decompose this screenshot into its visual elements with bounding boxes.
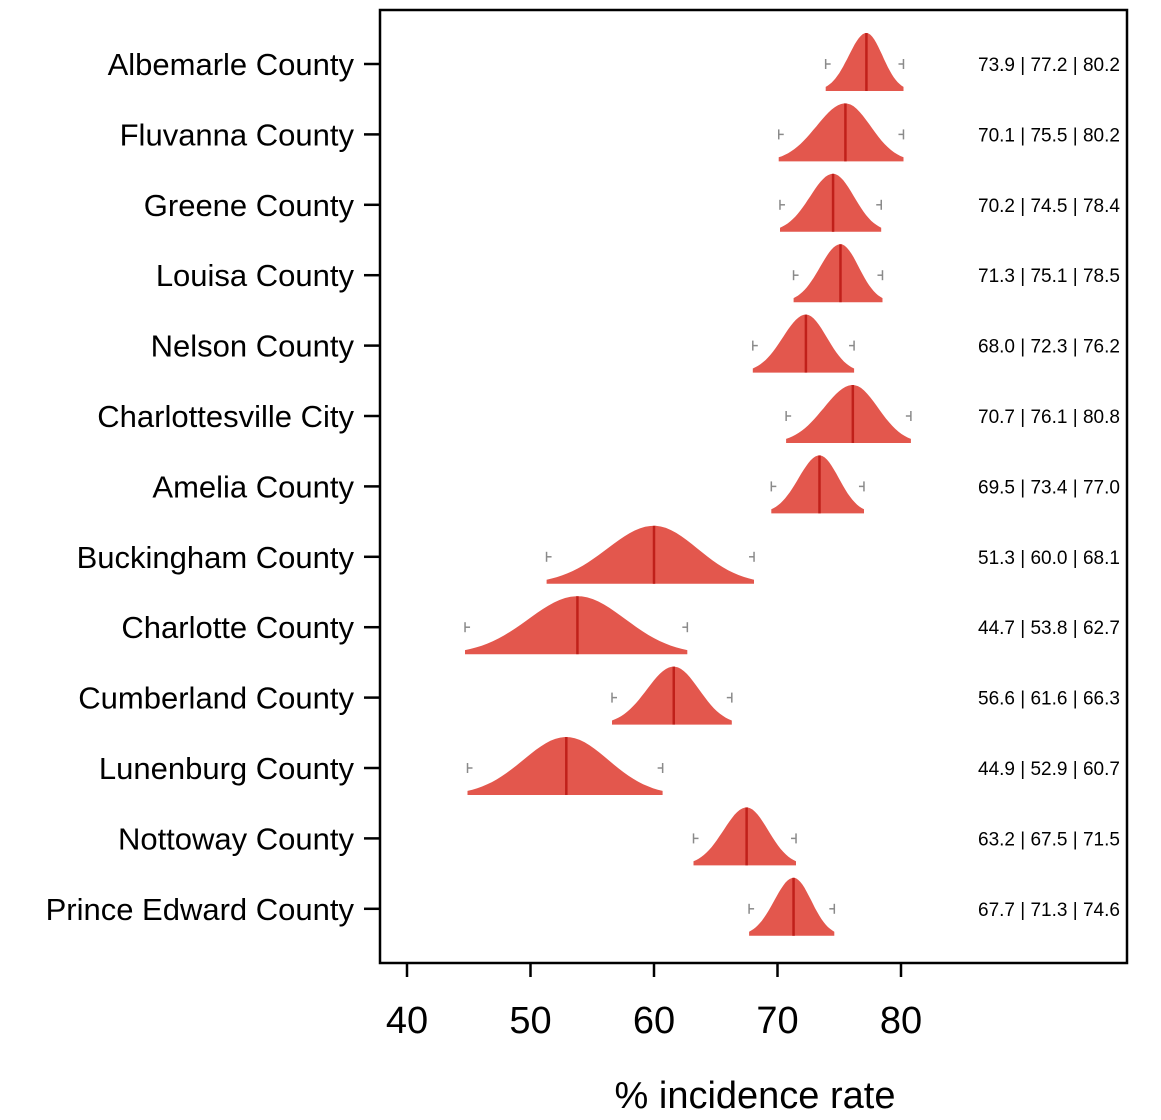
interval-label: 70.1 | 75.5 | 80.2 [978,125,1120,146]
x-tick-label: 80 [880,1000,922,1042]
category-label: Amelia County [152,469,354,504]
interval-label: 69.5 | 73.4 | 77.0 [978,477,1120,498]
density-ridge [546,525,754,584]
interval-label: 70.7 | 76.1 | 80.8 [978,407,1120,428]
category-label: Albemarle County [108,47,355,82]
category-label: Nelson County [151,329,355,364]
density-layer [464,33,912,936]
category-label: Cumberland County [78,681,354,716]
interval-label: 68.0 | 72.3 | 76.2 [978,337,1120,358]
interval-label: 67.7 | 71.3 | 74.6 [978,900,1120,921]
interval-label: 63.2 | 67.5 | 71.5 [978,829,1120,850]
density-ridge [825,33,904,91]
interval-label: 51.3 | 60.0 | 68.1 [978,548,1120,569]
density-ridge [786,385,911,443]
density-ridge [771,455,864,514]
interval-label: 44.7 | 53.8 | 62.7 [978,618,1120,639]
interval-label: 73.9 | 77.2 | 80.2 [978,55,1120,76]
category-label: Charlotte County [121,610,354,645]
x-tick-label: 40 [386,1000,428,1042]
category-label: Buckingham County [77,540,355,575]
density-ridge [752,314,855,373]
interval-label: 44.9 | 52.9 | 60.7 [978,759,1120,780]
category-label: Louisa County [156,258,355,293]
category-label: Lunenburg County [99,751,355,786]
category-label: Greene County [144,188,355,223]
x-tick-label: 50 [509,1000,551,1042]
category-label: Nottoway County [118,821,355,856]
density-ridge [778,103,904,162]
interval-label: 56.6 | 61.6 | 66.3 [978,689,1120,710]
category-label: Charlottesville City [97,399,354,434]
density-ridge [612,666,732,725]
x-axis: 40 50 60 70 80 [386,963,922,1042]
density-ridge [780,173,882,232]
density-ridge [693,807,796,866]
density-ridge [793,244,883,303]
annotations-layer: 73.9 | 77.2 | 80.2 70.1 | 75.5 | 80.2 70.2… [978,55,1120,921]
x-tick-label: 70 [756,1000,798,1042]
y-axis: Albemarle County Fluvanna County Greene Co… [46,47,380,927]
x-axis-title: % incidence rate [615,1075,896,1117]
plot-frame [378,8,1129,965]
category-label: Prince Edward County [46,892,355,927]
interval-label: 71.3 | 75.1 | 78.5 [978,266,1120,287]
density-ridge [465,596,688,655]
density-ridge [749,877,835,936]
category-label: Fluvanna County [120,117,355,152]
interval-label: 70.2 | 74.5 | 78.4 [978,196,1120,217]
x-tick-label: 60 [633,1000,675,1042]
density-ridge [467,737,663,795]
